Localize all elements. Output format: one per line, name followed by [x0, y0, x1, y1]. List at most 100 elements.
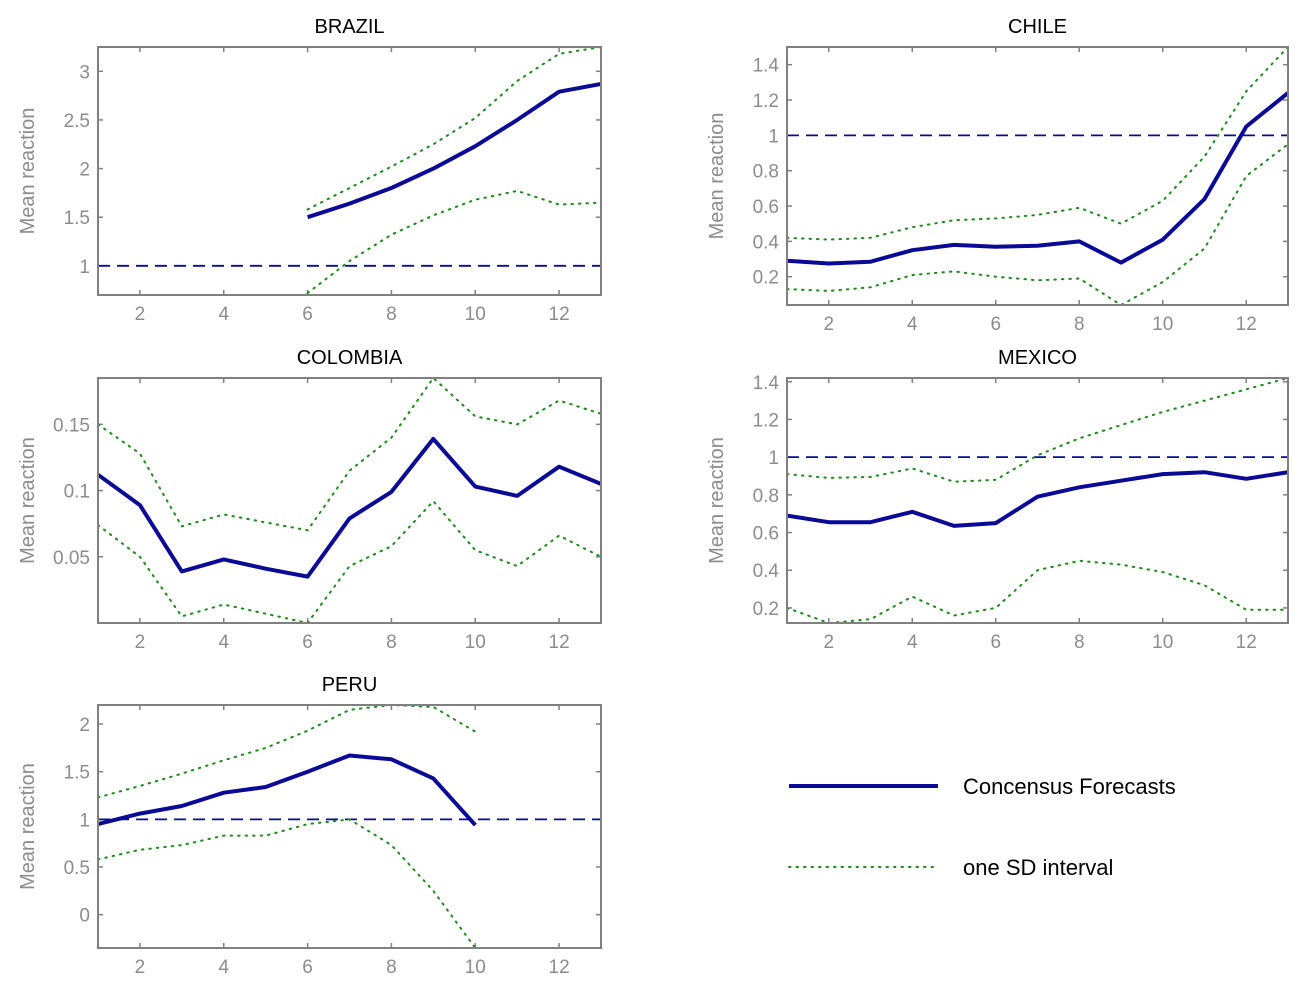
- series-upper-band: [787, 378, 1288, 483]
- panel-peru: PERU Mean reaction 2 4 6 8 10 12 0 0.5 1 1.5 2: [17, 674, 602, 978]
- series-mean-line: [787, 91, 1288, 266]
- y-tick-label: 0.8: [753, 486, 779, 507]
- axes-frame: [97, 377, 602, 624]
- panel-title: CHILE: [1008, 16, 1067, 38]
- y-tick-label: 1: [768, 126, 779, 147]
- y-tick-label: 1.4: [753, 56, 780, 77]
- x-tick-label: 10: [465, 632, 486, 653]
- y-tick-label: 2: [79, 160, 90, 181]
- x-tick-label: 8: [386, 957, 397, 978]
- y-tick-label: 0.5: [64, 858, 90, 879]
- y-tick-label: 0.15: [53, 415, 90, 436]
- y-tick-label: 0.05: [53, 548, 90, 569]
- x-tick-label: 10: [1152, 632, 1173, 653]
- y-tick-label: 0.6: [753, 197, 779, 218]
- panel-mexico: MEXICO Mean reaction 2 4 6 8 10 12 0.2 0.4 0.6 0.8 1…: [706, 347, 1289, 653]
- axes-frame: [97, 704, 602, 949]
- y-axis-label: Mean reaction: [17, 108, 39, 235]
- series-mean-line: [787, 470, 1288, 528]
- y-tick-label: 2: [79, 715, 90, 736]
- series-mean-line: [98, 436, 601, 579]
- x-tick-label: 2: [135, 304, 146, 325]
- y-tick-label: 1.5: [64, 208, 90, 229]
- y-tick-label: 1: [79, 810, 90, 831]
- legend-label-mean: Concensus Forecasts: [963, 774, 1176, 799]
- axes-frame: [786, 377, 1289, 624]
- y-tick-label: 3: [79, 62, 90, 83]
- x-tick-label: 12: [549, 304, 570, 325]
- x-tick-label: 8: [386, 304, 397, 325]
- y-tick-label: 1: [79, 257, 90, 278]
- y-axis-label: Mean reaction: [17, 437, 39, 564]
- x-tick-label: 4: [907, 314, 918, 335]
- plot-area: [98, 378, 601, 623]
- y-tick-label: 1.5: [64, 763, 90, 784]
- y-axis-label: Mean reaction: [17, 763, 39, 890]
- series-upper-band: [787, 47, 1288, 241]
- y-tick-label: 1.4: [753, 373, 780, 394]
- y-tick-label: 2.5: [64, 111, 90, 132]
- series-lower-band: [787, 143, 1288, 305]
- series-upper-band: [98, 705, 477, 799]
- y-axis-label: Mean reaction: [706, 437, 728, 564]
- series-upper-band: [306, 47, 601, 211]
- series-mean-line: [98, 753, 477, 827]
- panel-brazil: BRAZIL Mean reaction 2 4 6 8 10 12 1 1.5 2 2.5 3: [17, 16, 602, 325]
- plot-area: [98, 47, 601, 295]
- x-tick-label: 4: [218, 957, 229, 978]
- x-tick-label: 2: [823, 632, 834, 653]
- y-tick-label: 0.8: [753, 162, 779, 183]
- x-tick-label: 8: [1074, 314, 1085, 335]
- x-tick-label: 2: [823, 314, 834, 335]
- x-tick-label: 10: [465, 957, 486, 978]
- x-tick-label: 12: [1236, 632, 1257, 653]
- y-tick-label: 0.2: [753, 268, 779, 289]
- x-tick-label: 6: [302, 632, 313, 653]
- y-tick-label: 0.4: [753, 561, 780, 582]
- y-tick-label: 1: [768, 448, 779, 469]
- series-lower-band: [787, 559, 1288, 623]
- panel-title: COLOMBIA: [297, 347, 403, 369]
- x-tick-label: 2: [135, 957, 146, 978]
- x-tick-label: 10: [1152, 314, 1173, 335]
- panel-colombia: COLOMBIA Mean reaction 2 4 6 8 10 12 0.05 0.1 0.15: [17, 347, 602, 653]
- x-tick-label: 12: [549, 632, 570, 653]
- series-upper-band: [98, 378, 601, 532]
- plot-area: [787, 47, 1288, 305]
- series-lower-band: [306, 189, 601, 295]
- axes-frame: [97, 46, 602, 296]
- y-tick-label: 0.6: [753, 524, 779, 545]
- legend: Concensus Forecasts one SD interval: [788, 774, 1176, 880]
- x-tick-label: 4: [218, 304, 229, 325]
- series-lower-band: [98, 818, 477, 948]
- plot-area: [787, 378, 1288, 623]
- x-tick-label: 2: [135, 632, 146, 653]
- x-tick-label: 10: [465, 304, 486, 325]
- y-tick-label: 0: [79, 906, 90, 927]
- x-tick-label: 8: [386, 632, 397, 653]
- panel-chile: CHILE Mean reaction 2 4 6 8 10 12 0.2 0.4 0.6 0.8 1 1…: [706, 16, 1289, 335]
- y-tick-label: 0.1: [64, 482, 90, 503]
- x-tick-label: 8: [1074, 632, 1085, 653]
- x-tick-label: 6: [302, 304, 313, 325]
- x-tick-label: 6: [302, 957, 313, 978]
- y-tick-label: 1.2: [753, 410, 779, 431]
- x-tick-label: 6: [990, 632, 1001, 653]
- y-tick-label: 0.2: [753, 599, 779, 620]
- axes-frame: [786, 46, 1289, 306]
- plot-area: [98, 705, 601, 948]
- panel-title: BRAZIL: [314, 16, 384, 38]
- x-tick-label: 4: [907, 632, 918, 653]
- panel-title: PERU: [322, 674, 378, 696]
- panel-title: MEXICO: [998, 347, 1077, 369]
- y-axis-label: Mean reaction: [706, 113, 728, 240]
- legend-label-band: one SD interval: [963, 855, 1113, 880]
- x-tick-label: 4: [218, 632, 229, 653]
- y-tick-label: 0.4: [753, 232, 780, 253]
- y-tick-label: 1.2: [753, 91, 779, 112]
- x-tick-label: 12: [549, 957, 570, 978]
- x-tick-label: 12: [1236, 314, 1257, 335]
- x-tick-label: 6: [990, 314, 1001, 335]
